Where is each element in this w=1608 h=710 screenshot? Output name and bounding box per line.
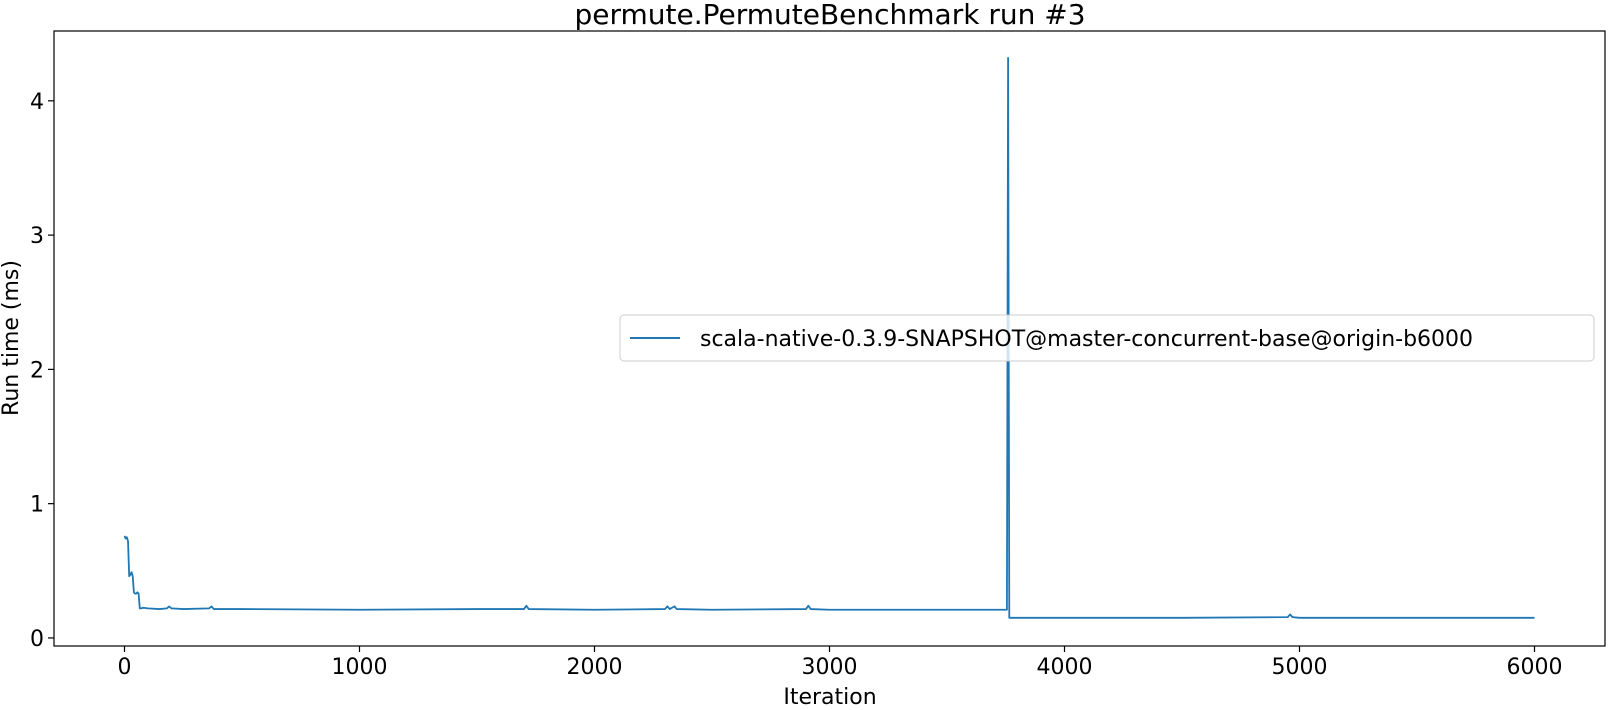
x-tick-label: 2000	[567, 655, 623, 680]
x-axis: 0 1000 2000 3000 4000 5000 6000	[118, 646, 1563, 680]
x-tick-label: 4000	[1037, 655, 1093, 680]
y-tick-label: 3	[30, 224, 44, 249]
y-axis: 0 1 2 3 4	[30, 90, 54, 652]
y-tick-label: 2	[30, 358, 44, 383]
x-tick-label: 3000	[802, 655, 858, 680]
y-axis-label: Run time (ms)	[0, 260, 24, 416]
y-tick-label: 0	[30, 627, 44, 652]
legend-box	[619, 314, 1595, 362]
chart-title: permute.PermuteBenchmark run #3	[574, 0, 1085, 31]
plot-area	[123, 56, 1535, 619]
y-tick-label: 1	[30, 493, 44, 518]
y-tick-label: 4	[30, 90, 44, 115]
x-axis-label: Iteration	[783, 685, 876, 710]
x-tick-label: 0	[118, 655, 132, 680]
legend-entry-label: scala-native-0.3.9-SNAPSHOT@master-concu…	[700, 327, 1473, 352]
x-tick-label: 6000	[1507, 655, 1563, 680]
series-line-0	[123, 56, 1535, 619]
x-tick-label: 1000	[332, 655, 388, 680]
x-tick-label: 5000	[1272, 655, 1328, 680]
legend: scala-native-0.3.9-SNAPSHOT@master-concu…	[619, 314, 1595, 362]
